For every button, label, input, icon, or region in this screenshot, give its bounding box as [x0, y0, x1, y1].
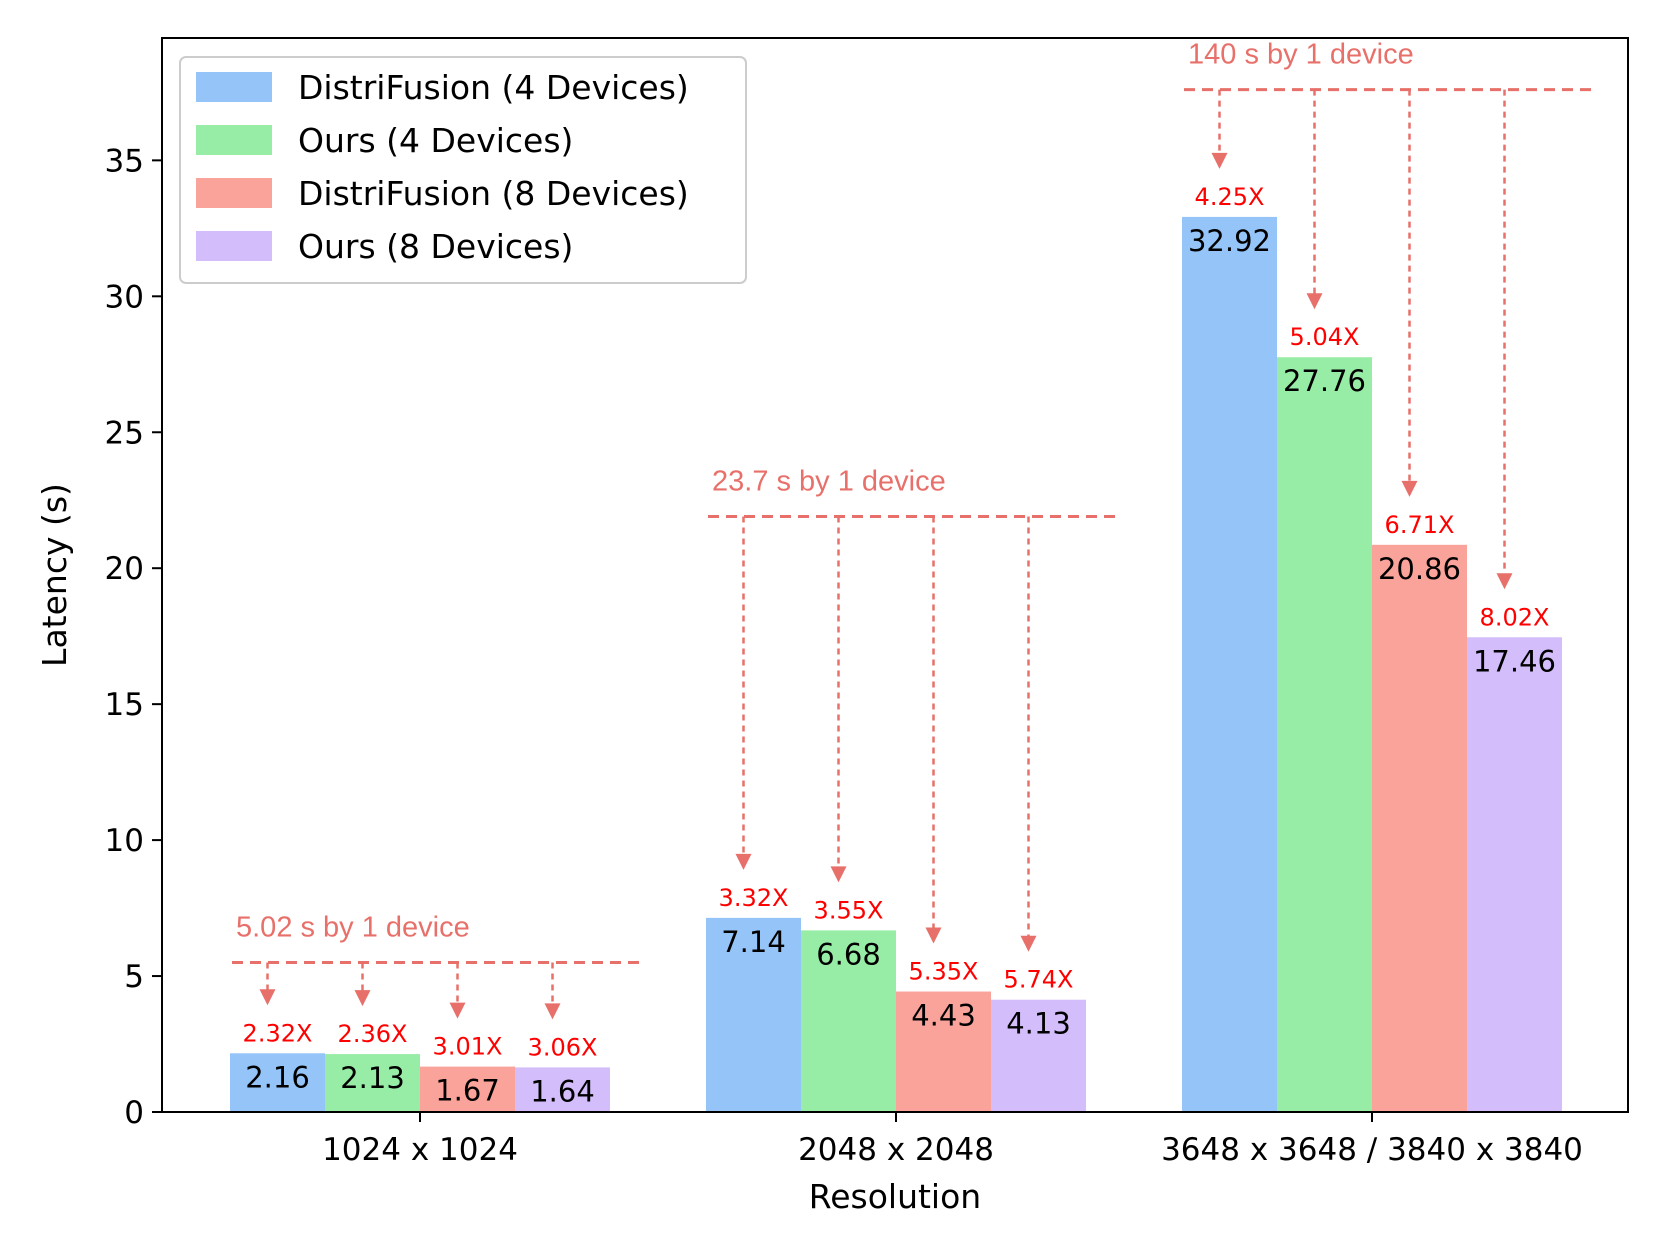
speedup-label: 3.01X: [433, 1033, 503, 1061]
legend-swatch: [196, 178, 272, 208]
bar-value-label: 27.76: [1283, 364, 1366, 398]
bar: [515, 1067, 610, 1112]
bar-value-label: 32.92: [1188, 224, 1271, 258]
reference-label: 23.7 s by 1 device: [712, 466, 946, 498]
speedup-label: 2.32X: [243, 1019, 313, 1047]
speedup-arrowhead: [830, 866, 847, 883]
x-tick-label: 3648 x 3648 / 3840 x 3840: [1161, 1132, 1583, 1168]
bars-layer: [230, 216, 1562, 1112]
legend-label: DistriFusion (4 Devices): [298, 68, 689, 107]
speedup-label: 5.74X: [1004, 966, 1074, 994]
legend-swatch: [196, 72, 272, 102]
y-tick-label: 0: [124, 1095, 144, 1131]
y-tick-label: 20: [105, 551, 144, 587]
y-tick-label: 35: [105, 143, 144, 179]
bar-value-label: 20.86: [1378, 552, 1461, 586]
speedup-arrowhead: [1020, 935, 1037, 952]
bar: [801, 930, 896, 1112]
bar: [896, 991, 991, 1112]
value-labels: 2.16 7.14 32.92 2.13 6.68 27.76 1.67 4.43 20.86 1…: [245, 224, 1556, 1108]
legend-swatch: [196, 231, 272, 261]
speedup-arrowhead: [1306, 293, 1323, 310]
bar-value-label: 1.67: [435, 1074, 500, 1108]
bar-value-label: 2.13: [340, 1061, 405, 1095]
bar-value-label: 2.16: [245, 1060, 310, 1094]
reference-label: 140 s by 1 device: [1188, 39, 1414, 71]
bar: [420, 1066, 515, 1112]
bar-value-label: 4.13: [1006, 1007, 1071, 1041]
y-tick-label: 15: [105, 687, 144, 723]
reference-label: 5.02 s by 1 device: [236, 911, 470, 943]
speedup-label: 3.32X: [719, 884, 789, 912]
bar-value-label: 6.68: [816, 937, 881, 971]
speedup-annotations: 5.02 s by 1 device 2.32X 2.36X 3.01X 3.06X 23…: [232, 39, 1592, 1061]
bar: [325, 1054, 420, 1112]
speedup-label: 2.36X: [338, 1020, 408, 1048]
legend-label: Ours (8 Devices): [298, 227, 573, 266]
bar: [1467, 637, 1562, 1112]
speedup-label: 6.71X: [1385, 511, 1455, 539]
x-axis-title: Resolution: [809, 1177, 981, 1216]
speedup-arrowhead: [1496, 573, 1513, 590]
ticks: 0 5 10 15 20 25 30 35 1024 x 1024 2048 x 2048 3648…: [105, 143, 1583, 1168]
y-tick-label: 25: [105, 415, 144, 451]
speedup-label: 5.35X: [909, 958, 979, 986]
bar-value-label: 17.46: [1473, 644, 1556, 678]
y-axis-title: Latency (s): [35, 483, 74, 667]
bar: [1277, 357, 1372, 1112]
legend-box: [179, 56, 747, 284]
speedup-label: 5.04X: [1290, 323, 1360, 351]
speedup-arrowhead: [259, 989, 276, 1006]
speedup-arrowhead: [1211, 152, 1228, 169]
bar: [230, 1053, 325, 1112]
legend-swatch: [196, 125, 272, 155]
legend-label: Ours (4 Devices): [298, 121, 573, 160]
speedup-label: 3.55X: [814, 896, 884, 924]
speedup-arrowhead: [544, 1003, 561, 1020]
bar: [1182, 216, 1277, 1112]
y-tick-label: 30: [105, 279, 144, 315]
y-tick-label: 10: [105, 823, 144, 859]
bar: [1372, 544, 1467, 1112]
speedup-label: 8.02X: [1480, 603, 1550, 631]
bar: [991, 999, 1086, 1112]
bar-value-label: 1.64: [530, 1074, 595, 1108]
y-tick-label: 5: [124, 959, 144, 995]
legend-label: DistriFusion (8 Devices): [298, 174, 689, 213]
speedup-label: 4.25X: [1195, 183, 1265, 211]
legend: DistriFusion (4 Devices) Ours (4 Devices)…: [179, 56, 747, 284]
speedup-arrowhead: [449, 1002, 466, 1019]
speedup-arrowhead: [925, 927, 942, 944]
bar-value-label: 7.14: [721, 925, 786, 959]
speedup-label: 3.06X: [528, 1033, 598, 1061]
bar: [706, 917, 801, 1112]
x-tick-label: 1024 x 1024: [322, 1132, 518, 1168]
speedup-arrowhead: [735, 853, 752, 870]
speedup-arrowhead: [1401, 480, 1418, 497]
x-tick-label: 2048 x 2048: [798, 1132, 994, 1168]
bar-value-label: 4.43: [911, 999, 976, 1033]
speedup-arrowhead: [354, 990, 371, 1007]
